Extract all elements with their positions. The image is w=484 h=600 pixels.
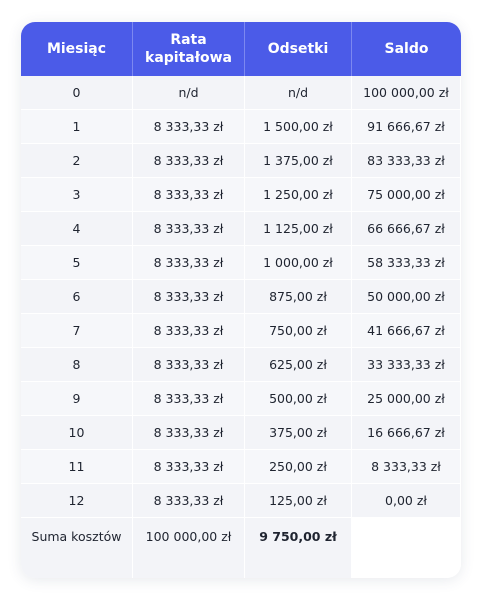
table-row: 12 8 333,33 zł 125,00 zł 0,00 zł xyxy=(21,484,461,518)
header-balance: Saldo xyxy=(352,22,461,76)
cell-month: 8 xyxy=(21,348,133,382)
summary-label: Suma kosztów xyxy=(21,518,133,578)
cell-balance: 16 666,67 zł xyxy=(352,416,461,450)
cell-principal: 8 333,33 zł xyxy=(133,144,245,178)
cell-interest: 125,00 zł xyxy=(245,484,352,518)
table-row: 10 8 333,33 zł 375,00 zł 16 666,67 zł xyxy=(21,416,461,450)
cell-principal: 8 333,33 zł xyxy=(133,280,245,314)
cell-month: 10 xyxy=(21,416,133,450)
cell-month: 11 xyxy=(21,450,133,484)
cell-month: 5 xyxy=(21,246,133,280)
cell-interest: 1 500,00 zł xyxy=(245,110,352,144)
cell-principal: 8 333,33 zł xyxy=(133,246,245,280)
cell-month: 9 xyxy=(21,382,133,416)
cell-balance: 33 333,33 zł xyxy=(352,348,461,382)
summary-interest-total: 9 750,00 zł xyxy=(245,518,352,578)
cell-interest: 500,00 zł xyxy=(245,382,352,416)
cell-interest: n/d xyxy=(245,76,352,110)
summary-row: Suma kosztów 100 000,00 zł 9 750,00 zł xyxy=(21,518,461,578)
header-row: Miesiąc Rata kapitałowa Odsetki Saldo xyxy=(21,22,461,76)
table-row: 11 8 333,33 zł 250,00 zł 8 333,33 zł xyxy=(21,450,461,484)
header-principal-installment: Rata kapitałowa xyxy=(133,22,245,76)
cell-month: 12 xyxy=(21,484,133,518)
cell-principal: 8 333,33 zł xyxy=(133,348,245,382)
cell-balance: 0,00 zł xyxy=(352,484,461,518)
cell-principal: 8 333,33 zł xyxy=(133,110,245,144)
cell-month: 2 xyxy=(21,144,133,178)
header-interest: Odsetki xyxy=(245,22,352,76)
table-row: 0 n/d n/d 100 000,00 zł xyxy=(21,76,461,110)
cell-balance: 100 000,00 zł xyxy=(352,76,461,110)
cell-balance: 58 333,33 zł xyxy=(352,246,461,280)
cell-interest: 1 000,00 zł xyxy=(245,246,352,280)
cell-month: 0 xyxy=(21,76,133,110)
summary-principal-total: 100 000,00 zł xyxy=(133,518,245,578)
cell-balance: 25 000,00 zł xyxy=(352,382,461,416)
cell-interest: 1 125,00 zł xyxy=(245,212,352,246)
cell-principal: 8 333,33 zł xyxy=(133,484,245,518)
cell-balance: 91 666,67 zł xyxy=(352,110,461,144)
cell-balance: 50 000,00 zł xyxy=(352,280,461,314)
summary-balance xyxy=(352,518,461,578)
cell-principal: 8 333,33 zł xyxy=(133,382,245,416)
cell-interest: 1 375,00 zł xyxy=(245,144,352,178)
cell-month: 7 xyxy=(21,314,133,348)
table-header: Miesiąc Rata kapitałowa Odsetki Saldo xyxy=(21,22,461,76)
cell-interest: 875,00 zł xyxy=(245,280,352,314)
cell-principal: 8 333,33 zł xyxy=(133,212,245,246)
cell-interest: 750,00 zł xyxy=(245,314,352,348)
cell-interest: 625,00 zł xyxy=(245,348,352,382)
cell-interest: 250,00 zł xyxy=(245,450,352,484)
cell-principal: 8 333,33 zł xyxy=(133,314,245,348)
cell-principal: 8 333,33 zł xyxy=(133,178,245,212)
cell-balance: 41 666,67 zł xyxy=(352,314,461,348)
cell-month: 1 xyxy=(21,110,133,144)
cell-interest: 375,00 zł xyxy=(245,416,352,450)
cell-principal: 8 333,33 zł xyxy=(133,450,245,484)
cell-principal: 8 333,33 zł xyxy=(133,416,245,450)
cell-balance: 8 333,33 zł xyxy=(352,450,461,484)
cell-balance: 66 666,67 zł xyxy=(352,212,461,246)
cell-balance: 75 000,00 zł xyxy=(352,178,461,212)
cell-balance: 83 333,33 zł xyxy=(352,144,461,178)
cell-month: 3 xyxy=(21,178,133,212)
cell-principal: n/d xyxy=(133,76,245,110)
table-body: 0 n/d n/d 100 000,00 zł 1 8 333,33 zł 1 500,00… xyxy=(21,76,461,578)
cell-month: 6 xyxy=(21,280,133,314)
header-month: Miesiąc xyxy=(21,22,133,76)
cell-interest: 1 250,00 zł xyxy=(245,178,352,212)
cell-month: 4 xyxy=(21,212,133,246)
